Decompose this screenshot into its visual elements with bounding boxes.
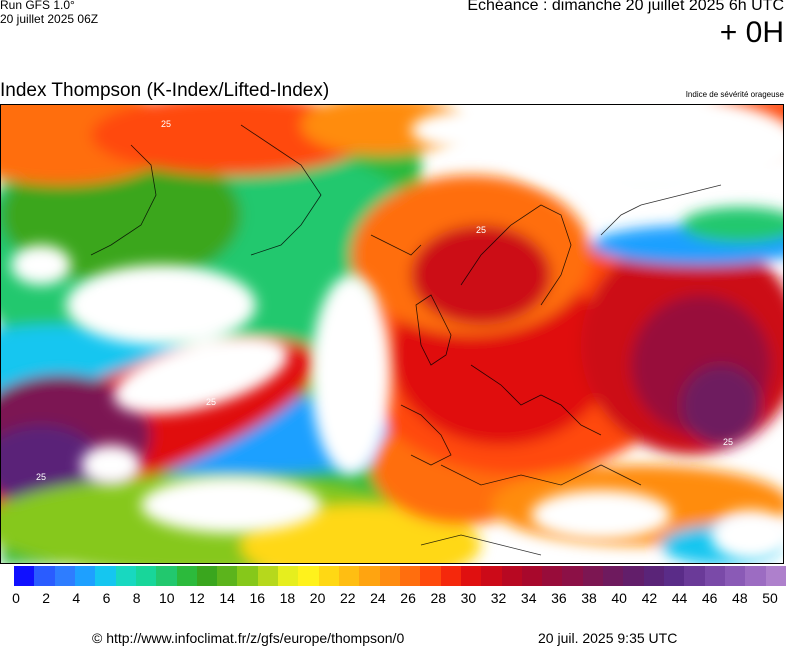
scale-swatch <box>440 566 461 586</box>
scale-tick-label: 8 <box>132 590 141 606</box>
source-url[interactable]: © http://www.infoclimat.fr/z/gfs/europe/… <box>92 630 405 646</box>
scale-swatch <box>359 566 380 586</box>
scale-tick-label: 40 <box>611 590 627 606</box>
scale-swatch <box>217 566 238 586</box>
scale-swatch <box>95 566 116 586</box>
contour-label: 25 <box>161 119 171 129</box>
forecast-time-label: Echéance : dimanche 20 juillet 2025 6h U… <box>467 0 784 14</box>
scale-swatch <box>643 566 664 586</box>
thompson-index-field: 25 25 25 25 25 25 25 <box>1 105 783 563</box>
scale-tick-label: 14 <box>219 590 235 606</box>
scale-swatch <box>237 566 258 586</box>
scale-swatch <box>542 566 563 586</box>
scale-swatch <box>298 566 319 586</box>
contour-label: 25 <box>96 287 106 297</box>
scale-swatch <box>318 566 339 586</box>
scale-swatch <box>623 566 644 586</box>
scale-swatch <box>704 566 725 586</box>
scale-tick-label: 18 <box>279 590 296 606</box>
scale-swatch <box>521 566 543 586</box>
contour-label: 25 <box>723 437 733 447</box>
scale-swatch <box>196 566 218 586</box>
scale-swatch <box>420 566 441 586</box>
scale-tick-label: 36 <box>551 590 567 606</box>
contour-label: 25 <box>36 472 46 482</box>
scale-swatch <box>582 566 604 586</box>
scale-tick-label: 46 <box>701 590 718 606</box>
scale-swatch <box>765 566 786 586</box>
scale-tick-label: 48 <box>732 590 748 606</box>
scale-tick-label: 2 <box>42 590 51 606</box>
scale-tick-label: 20 <box>309 590 326 606</box>
contour-label: 25 <box>476 225 486 235</box>
scale-tick-label: 22 <box>339 590 356 606</box>
scale-swatch <box>176 566 197 586</box>
scale-swatch <box>481 566 502 586</box>
scale-swatch <box>34 566 55 586</box>
scale-swatch <box>278 566 299 586</box>
scale-tick-label: 24 <box>370 590 386 606</box>
scale-swatch <box>501 566 522 586</box>
scale-swatch <box>684 566 705 586</box>
scale-swatch <box>664 566 685 586</box>
scale-swatch <box>724 566 746 586</box>
scale-tick-label: 30 <box>460 590 477 606</box>
generated-time: 20 juil. 2025 9:35 UTC <box>538 630 678 646</box>
scale-swatch <box>562 566 583 586</box>
scale-swatch <box>460 566 482 586</box>
scale-swatch <box>115 566 136 586</box>
scale-swatch <box>745 566 766 586</box>
map-title: Index Thompson (K-Index/Lifted-Index) <box>0 80 330 101</box>
scale-swatch <box>74 566 96 586</box>
scale-swatch <box>257 566 279 586</box>
scale-tick-label: 32 <box>490 590 507 606</box>
scale-tick-label: 12 <box>189 590 205 606</box>
scale-swatch <box>603 566 624 586</box>
scale-swatch <box>156 566 177 586</box>
color-scale-ticks: 0 2 4 6 8 10 12 14 16 18 20 22 24 26 28 30 32 34 36 38 40 42 4… <box>0 590 786 606</box>
scale-tick-label: 0 <box>12 590 20 606</box>
scale-tick-label: 34 <box>520 590 537 606</box>
forecast-offset: + 0H <box>719 16 784 49</box>
scale-tick-label: 26 <box>400 590 416 606</box>
run-date-label: 20 juillet 2025 06Z <box>0 12 99 26</box>
run-label: Run GFS 1.0° <box>0 0 75 12</box>
scale-swatch <box>135 566 157 586</box>
scale-tick-label: 44 <box>671 590 688 606</box>
scale-swatch <box>14 566 35 586</box>
scale-tick-label: 42 <box>641 590 658 606</box>
scale-tick-label: 38 <box>581 590 597 606</box>
scale-tick-label: 6 <box>102 590 111 606</box>
scale-swatch <box>399 566 421 586</box>
scale-tick-label: 4 <box>72 590 81 606</box>
scale-tick-label: 50 <box>762 590 778 606</box>
weather-map[interactable]: 25 25 25 25 25 25 25 <box>0 104 784 564</box>
scale-swatch <box>379 566 400 586</box>
color-scale-legend <box>14 566 786 586</box>
severity-caption: Indice de sévérité orageuse <box>685 90 784 99</box>
scale-swatch <box>339 566 360 586</box>
scale-tick-label: 28 <box>430 590 447 606</box>
scale-tick-label: 16 <box>249 590 266 606</box>
contour-label: 25 <box>181 382 191 392</box>
scale-tick-label: 10 <box>159 590 175 606</box>
scale-swatch <box>54 566 75 586</box>
contour-label: 25 <box>206 397 216 407</box>
